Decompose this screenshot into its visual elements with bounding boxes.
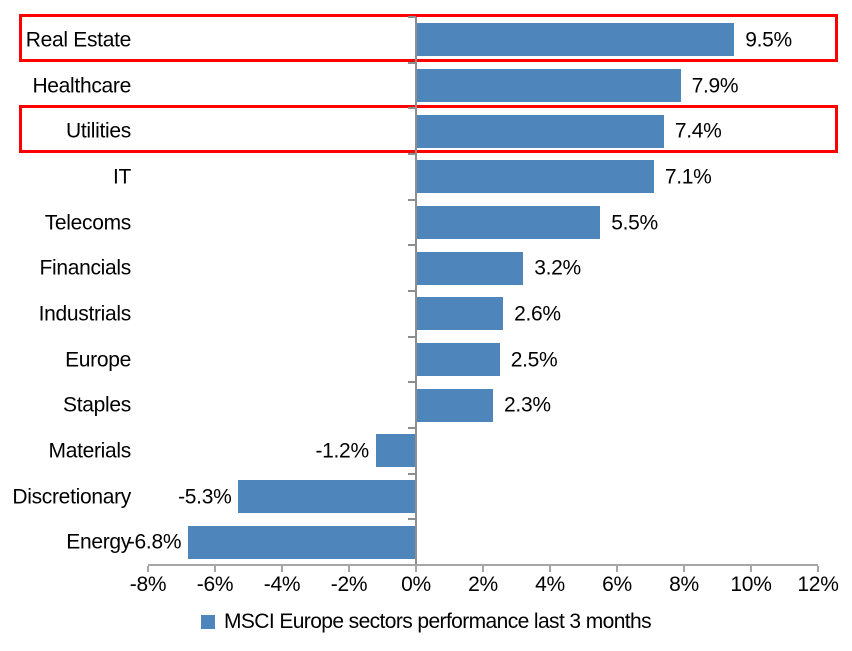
x-tick-label: -8% — [129, 573, 167, 596]
x-axis-tick — [147, 566, 149, 572]
y-axis-tick — [408, 290, 416, 292]
value-label: 9.5% — [745, 28, 792, 52]
bar — [416, 160, 654, 194]
x-tick-label: -6% — [196, 573, 234, 596]
category-label: Europe — [65, 348, 131, 371]
bar — [416, 251, 524, 285]
legend-swatch-icon — [200, 614, 215, 629]
value-label: 2.3% — [504, 393, 551, 417]
highlight-box — [19, 14, 838, 62]
value-label: 7.4% — [674, 119, 722, 143]
category-label: Discretionary — [12, 485, 131, 508]
x-tick-label: 0% — [401, 573, 431, 596]
x-axis-tick — [750, 566, 752, 572]
value-label: 2.6% — [514, 302, 561, 326]
category-label: Real Estate — [25, 28, 132, 52]
value-label: 5.5% — [611, 211, 658, 234]
bar — [375, 434, 416, 468]
x-axis-tick — [415, 566, 417, 572]
x-axis-tick — [348, 566, 350, 572]
y-axis-tick — [408, 244, 416, 247]
bar — [416, 23, 735, 57]
category-label: Staples — [63, 393, 131, 417]
x-tick-label: 8% — [669, 573, 699, 596]
bar — [238, 480, 416, 513]
value-label: 7.1% — [664, 165, 712, 189]
value-label: 7.9% — [691, 74, 739, 97]
category-label: Financials — [39, 256, 131, 280]
value-label: -5.3% — [178, 485, 232, 508]
bar — [416, 388, 494, 422]
category-label: Healthcare — [32, 74, 131, 97]
category-label: IT — [112, 165, 131, 189]
x-axis-tick — [817, 566, 819, 572]
x-axis-tick — [281, 566, 283, 572]
x-tick-label: -2% — [330, 573, 368, 596]
category-label: Telecoms — [44, 211, 132, 234]
y-axis-line — [415, 17, 417, 565]
bar — [416, 69, 681, 102]
x-tick-label: 12% — [797, 573, 839, 596]
x-axis-tick — [214, 566, 216, 572]
x-axis-line — [148, 564, 818, 566]
y-axis-tick — [408, 107, 416, 110]
x-axis-tick — [482, 566, 484, 572]
bar — [188, 525, 416, 559]
y-axis-tick — [408, 381, 416, 384]
legend: MSCI Europe sectors performance last 3 m… — [0, 611, 852, 632]
value-label: -6.8% — [127, 530, 182, 554]
value-label: -1.2% — [315, 439, 369, 463]
x-tick-label: -4% — [263, 573, 301, 596]
category-label: Industrials — [38, 302, 132, 326]
bar — [416, 114, 664, 148]
x-axis-tick — [616, 566, 618, 572]
value-label: 2.5% — [510, 348, 558, 371]
category-label: Energy — [66, 530, 131, 554]
x-axis-tick — [683, 566, 685, 572]
x-tick-label: 10% — [730, 573, 772, 596]
bar — [416, 343, 500, 376]
x-tick-label: 2% — [468, 573, 498, 596]
highlight-box — [19, 105, 838, 154]
bar — [416, 206, 601, 239]
y-axis-tick — [408, 198, 416, 201]
bar — [416, 297, 504, 331]
value-label: 3.2% — [534, 256, 581, 280]
y-axis-tick — [408, 518, 416, 521]
y-axis-tick — [408, 427, 416, 429]
x-axis-tick — [549, 566, 551, 572]
legend-label: MSCI Europe sectors performance last 3 m… — [223, 610, 652, 633]
y-axis-tick — [408, 335, 416, 338]
x-tick-label: 6% — [602, 573, 632, 596]
category-label: Utilities — [66, 119, 131, 143]
y-axis-tick — [408, 153, 416, 155]
y-axis-tick — [408, 16, 416, 18]
y-axis-tick — [408, 472, 416, 475]
x-tick-label: 4% — [535, 573, 565, 596]
y-axis-tick — [408, 61, 416, 64]
category-label: Materials — [48, 439, 132, 463]
